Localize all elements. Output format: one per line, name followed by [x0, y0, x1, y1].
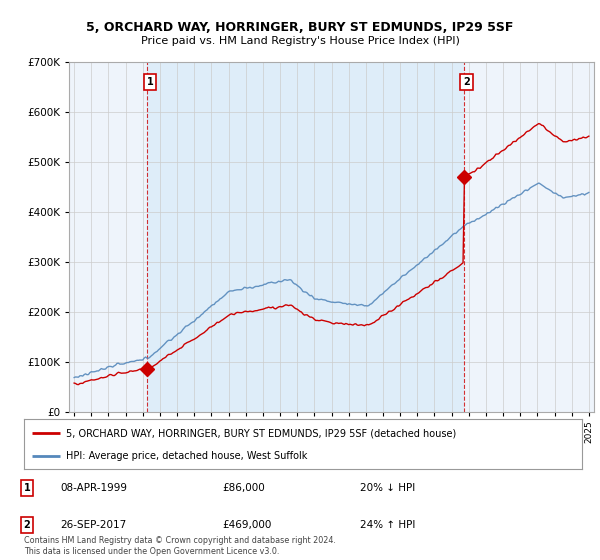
Text: £86,000: £86,000 [222, 483, 265, 493]
Text: Contains HM Land Registry data © Crown copyright and database right 2024.
This d: Contains HM Land Registry data © Crown c… [24, 536, 336, 556]
Text: 1: 1 [23, 483, 31, 493]
Text: 5, ORCHARD WAY, HORRINGER, BURY ST EDMUNDS, IP29 5SF: 5, ORCHARD WAY, HORRINGER, BURY ST EDMUN… [86, 21, 514, 34]
Text: 2: 2 [463, 77, 470, 87]
Bar [148, 62, 464, 412]
Text: 1: 1 [146, 77, 154, 87]
Text: Price paid vs. HM Land Registry's House Price Index (HPI): Price paid vs. HM Land Registry's House … [140, 36, 460, 46]
Text: 08-APR-1999: 08-APR-1999 [60, 483, 127, 493]
Text: HPI: Average price, detached house, West Suffolk: HPI: Average price, detached house, West… [66, 451, 307, 461]
Text: 2: 2 [23, 520, 31, 530]
Text: 20% ↓ HPI: 20% ↓ HPI [360, 483, 415, 493]
Text: 24% ↑ HPI: 24% ↑ HPI [360, 520, 415, 530]
Text: 5, ORCHARD WAY, HORRINGER, BURY ST EDMUNDS, IP29 5SF (detached house): 5, ORCHARD WAY, HORRINGER, BURY ST EDMUN… [66, 428, 456, 438]
Text: 26-SEP-2017: 26-SEP-2017 [60, 520, 126, 530]
Text: £469,000: £469,000 [222, 520, 271, 530]
